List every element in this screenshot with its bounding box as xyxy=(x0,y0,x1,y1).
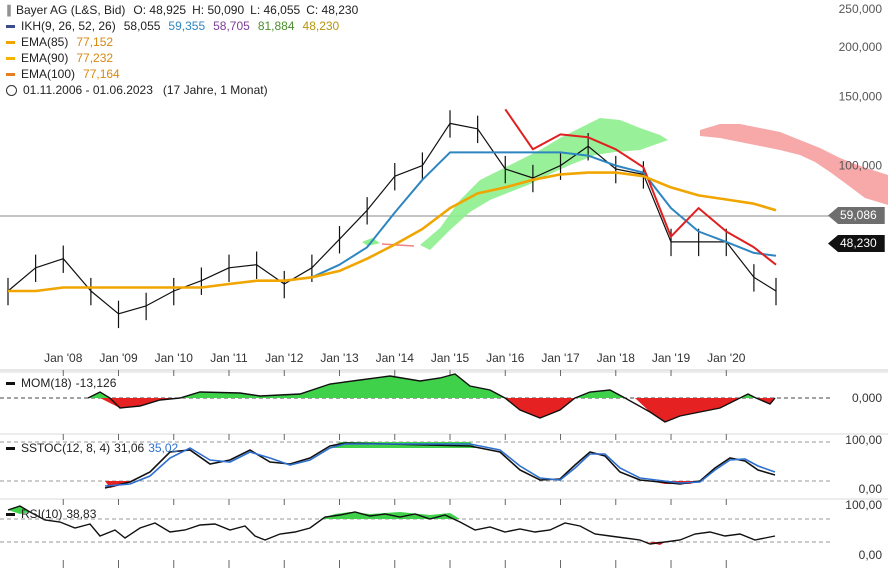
series-line-kijun xyxy=(311,151,777,279)
ohlc-o: O: 48,925 xyxy=(133,3,187,17)
legend-swatch-icon xyxy=(6,24,15,28)
legend-name: IKH(9, 26, 52, 26) xyxy=(21,19,116,33)
legend-swatch-icon xyxy=(6,40,15,44)
x-tick-label: Jan '13 xyxy=(320,351,359,365)
ikh-price-tag: 59,086 xyxy=(828,207,885,224)
period-duration: (17 Jahre, 1 Monat) xyxy=(162,83,268,97)
x-tick-label: Jan '18 xyxy=(597,351,636,365)
cloud-red-thin xyxy=(381,243,415,247)
legend-row-3[interactable]: EMA(100) 77,164 xyxy=(6,66,364,82)
y-tick-label: 250,000 xyxy=(839,2,883,16)
sstoc-top-label: 100,00 xyxy=(845,433,882,447)
x-tick-label: Jan '19 xyxy=(652,351,691,365)
sstoc-value2: 35,02 xyxy=(148,441,179,455)
sstoc-line-black xyxy=(104,442,776,489)
mom-label[interactable]: MOM(18) -13,126 xyxy=(6,376,116,390)
mom-value: -13,126 xyxy=(75,376,117,390)
legend-name: EMA(90) xyxy=(21,51,69,65)
rsi-label[interactable]: RSI(10) 38,83 xyxy=(6,507,96,521)
legend-value: 77,164 xyxy=(83,67,120,81)
ohlc-values: O: 48,925 H: 50,090 L: 46,055 C: 48,230 xyxy=(133,2,364,18)
sstoc-name: SSTOC(12, 8, 4) xyxy=(21,441,111,455)
rsi-line xyxy=(7,505,776,545)
x-tick-label: Jan '15 xyxy=(431,351,470,365)
x-tick-label: Jan '11 xyxy=(210,351,248,365)
sstoc-oversold-area xyxy=(105,481,700,488)
mom-line xyxy=(87,373,776,423)
mom-negative-area xyxy=(100,398,775,422)
legend-value: 59,355 xyxy=(168,19,206,33)
rsi-top-label: 100,00 xyxy=(845,498,882,512)
x-tick-label: Jan '20 xyxy=(707,351,746,365)
y-tick-label: 200,000 xyxy=(839,40,883,54)
x-tick-label: Jan '12 xyxy=(265,351,304,365)
legend-row-1[interactable]: EMA(85) 77,152 xyxy=(6,34,364,50)
sstoc-value1: 31,06 xyxy=(114,441,145,455)
x-tick-label: Jan '14 xyxy=(376,351,415,365)
x-tick-label: Jan '17 xyxy=(541,351,580,365)
rsi-bottom-label: 0,00 xyxy=(859,548,883,562)
legend-value: 58,055 xyxy=(123,19,161,33)
cloud-red-shape xyxy=(700,124,888,205)
cloud-green-shape xyxy=(420,118,668,250)
legend-value: 81,884 xyxy=(257,19,295,33)
ohlc-c: C: 48,230 xyxy=(306,3,359,17)
sstoc-line-blue xyxy=(104,443,776,487)
legend-swatch-icon xyxy=(6,56,15,60)
instrument-title[interactable]: Bayer AG (L&S, Bid) xyxy=(16,3,126,17)
mom-name: MOM(18) xyxy=(21,376,72,390)
legend-value: 77,232 xyxy=(76,51,114,65)
legend-value: 77,152 xyxy=(76,35,114,49)
ohlc-h: H: 50,090 xyxy=(192,3,245,17)
legend-value: 48,230 xyxy=(302,19,340,33)
rsi-name: RSI(10) xyxy=(21,507,63,521)
legend-value: 58,705 xyxy=(213,19,250,33)
rsi-swatch-icon xyxy=(6,512,15,516)
x-tick-label: Jan '16 xyxy=(486,351,525,365)
rsi-value: 38,83 xyxy=(66,507,97,521)
main-lines xyxy=(7,108,777,329)
x-tick-label: Jan '09 xyxy=(99,351,138,365)
clock-icon xyxy=(6,84,17,96)
close-price-tag: 48,230 xyxy=(828,235,885,252)
mom-swatch-icon xyxy=(6,381,15,385)
period-row: 01.11.2006 - 01.06.2023 (17 Jahre, 1 Mon… xyxy=(6,82,364,98)
sstoc-label[interactable]: SSTOC(12, 8, 4) 31,06 35,02 xyxy=(6,441,178,455)
x-tick-label: Jan '10 xyxy=(155,351,194,365)
legend-rows: IKH(9, 26, 52, 26) 58,055 59,355 58,705 81,8… xyxy=(6,18,364,82)
legend-title-row: ∥ Bayer AG (L&S, Bid) O: 48,925 H: 50,090… xyxy=(6,2,364,18)
year-grid xyxy=(62,370,727,568)
y-tick-label: 100,000 xyxy=(839,159,883,173)
sstoc-panel xyxy=(0,441,830,489)
legend-row-0[interactable]: IKH(9, 26, 52, 26) 58,055 59,355 58,705 81,8… xyxy=(6,18,364,34)
series-line-tenkan xyxy=(504,108,777,266)
chart-icon: ∥ xyxy=(6,3,12,17)
mom-positive-area xyxy=(88,374,756,398)
y-axis-labels: 250,000 200,000 150,000 100,000 xyxy=(839,2,883,173)
y-tick-label: 150,000 xyxy=(839,89,883,103)
ohlc-l: L: 46,055 xyxy=(250,3,301,17)
sstoc-swatch-icon xyxy=(6,446,15,450)
x-tick-label: Jan '08 xyxy=(44,351,83,365)
rsi-panel xyxy=(0,505,830,545)
sstoc-bottom-label: 0,00 xyxy=(859,482,883,496)
series-line-ema-85- xyxy=(8,171,777,293)
chart-legend: ∥ Bayer AG (L&S, Bid) O: 48,925 H: 50,090… xyxy=(6,2,364,98)
series-line-kurs xyxy=(7,122,777,315)
legend-row-2[interactable]: EMA(90) 77,232 xyxy=(6,50,364,66)
period-range: 01.11.2006 - 01.06.2023 xyxy=(23,83,153,97)
mom-zero-label: 0,000 xyxy=(852,391,882,405)
legend-name: EMA(85) xyxy=(21,35,69,49)
rsi-overbought-area xyxy=(8,506,460,519)
x-axis-labels: Jan '08 Jan '09 Jan '10 Jan '11 Jan '12 Jan '… xyxy=(44,351,746,365)
legend-name: EMA(100) xyxy=(21,67,76,81)
legend-swatch-icon xyxy=(6,72,15,76)
mom-panel xyxy=(0,373,830,423)
